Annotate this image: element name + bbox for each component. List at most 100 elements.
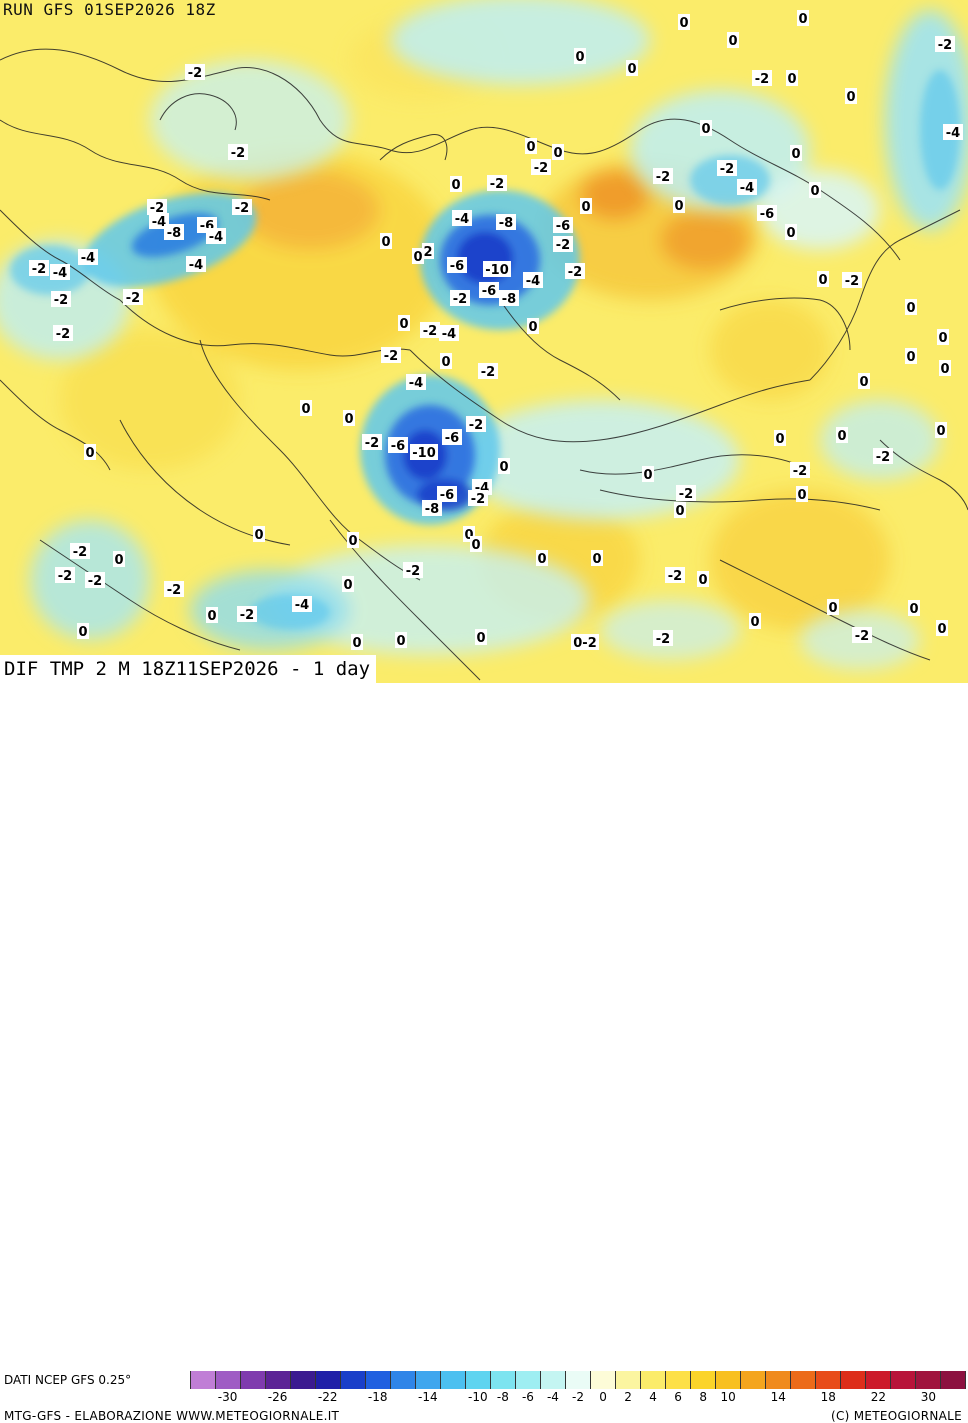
contour-label-bg bbox=[673, 197, 685, 213]
contour-label: -2 bbox=[534, 161, 548, 176]
color-swatch bbox=[716, 1371, 741, 1389]
contour-label-bg bbox=[553, 217, 573, 233]
contour-label: 0 bbox=[728, 34, 737, 49]
contour-label: 0 bbox=[818, 273, 827, 288]
color-swatch bbox=[266, 1371, 291, 1389]
contour-label-bg bbox=[626, 60, 638, 76]
contour-label-bg bbox=[479, 282, 499, 298]
map-title: DIF TMP 2 M 18Z11SEP2026 - 1 day bbox=[0, 655, 377, 683]
color-swatch bbox=[391, 1371, 416, 1389]
contour-label: -4 bbox=[526, 274, 540, 289]
contour-label: -2 bbox=[720, 162, 734, 177]
contour-label-bg bbox=[717, 160, 737, 176]
contour-label: 0 bbox=[528, 320, 537, 335]
contour-label-bg bbox=[362, 434, 382, 450]
contour-label: -2 bbox=[556, 238, 570, 253]
contour-label-bg bbox=[531, 159, 551, 175]
color-swatch bbox=[516, 1371, 541, 1389]
contour-label: -2 bbox=[73, 545, 87, 560]
contour-label: -4 bbox=[81, 251, 95, 266]
contour-label-bg bbox=[478, 363, 498, 379]
color-swatch bbox=[941, 1371, 966, 1389]
contour-label-bg bbox=[147, 199, 167, 215]
contour-label-bg bbox=[406, 374, 426, 390]
contour-label: 0 bbox=[464, 528, 473, 543]
color-swatch bbox=[616, 1371, 641, 1389]
contour-label-bg bbox=[51, 291, 71, 307]
contour-label-bg bbox=[845, 88, 857, 104]
color-scale-tick: 2 bbox=[624, 1390, 632, 1404]
contour-labels: 0 00 -2-200-2 000 -4-2 0 0-20-2-20 -2 -4 0-2 -2 0 0-… bbox=[29, 10, 963, 651]
contour-label-bg bbox=[700, 120, 712, 136]
contour-label-bg bbox=[450, 176, 462, 192]
contour-label-bg bbox=[300, 400, 312, 416]
contour-label-bg bbox=[653, 630, 673, 646]
contour-label: -2 bbox=[568, 265, 582, 280]
contour-label-bg bbox=[574, 48, 586, 64]
color-swatch bbox=[891, 1371, 916, 1389]
contour-label: 0 bbox=[85, 446, 94, 461]
contour-label-bg bbox=[232, 199, 252, 215]
contour-label: -2 bbox=[406, 564, 420, 579]
contour-label: 0 bbox=[553, 146, 562, 161]
contour-label-bg bbox=[727, 32, 739, 48]
contour-label: 0 bbox=[78, 625, 87, 640]
contour-label: -2 bbox=[54, 293, 68, 308]
color-scale-tick: 30 bbox=[920, 1390, 937, 1404]
color-scale-tick: -10 bbox=[468, 1390, 488, 1404]
contour-label-bg bbox=[836, 427, 848, 443]
contour-label-bg bbox=[450, 290, 470, 306]
color-swatch bbox=[816, 1371, 841, 1389]
color-swatch bbox=[916, 1371, 941, 1389]
color-swatch bbox=[341, 1371, 366, 1389]
contour-label: 0 bbox=[810, 184, 819, 199]
color-swatch bbox=[566, 1371, 591, 1389]
contour-label: 0 bbox=[537, 552, 546, 567]
contour-label: 0 bbox=[348, 534, 357, 549]
contour-label-bg bbox=[552, 144, 564, 160]
contour-label-bg bbox=[852, 627, 872, 643]
color-swatch bbox=[691, 1371, 716, 1389]
contour-label: -2 bbox=[58, 569, 72, 584]
contour-label: -2 bbox=[423, 324, 437, 339]
contour-label-bg bbox=[410, 444, 438, 460]
contour-label-bg bbox=[253, 526, 265, 542]
contour-label: 0 bbox=[627, 62, 636, 77]
contour-label: 0 bbox=[798, 12, 807, 27]
run-title: RUN GFS 01SEP2026 18Z bbox=[3, 0, 216, 19]
contour-label-bg bbox=[395, 632, 407, 648]
contour-label: 0 bbox=[846, 90, 855, 105]
contour-label-bg bbox=[565, 263, 585, 279]
contour-label: -2 bbox=[150, 201, 164, 216]
contour-label: -2 bbox=[240, 608, 254, 623]
contour-label: -4 bbox=[455, 212, 469, 227]
contour-label: 0 bbox=[381, 235, 390, 250]
contour-label: 0 bbox=[775, 432, 784, 447]
contour-label: -2 bbox=[481, 365, 495, 380]
footer: DATI NCEP GFS 0.25° -30 -26 -22 -18 -14 -10 -8… bbox=[0, 683, 968, 1423]
color-swatch bbox=[241, 1371, 266, 1389]
contour-label-bg bbox=[936, 620, 948, 636]
contour-label: -2 bbox=[469, 418, 483, 433]
color-swatch bbox=[666, 1371, 691, 1389]
contour-label: 0 bbox=[909, 602, 918, 617]
contour-label-bg bbox=[206, 228, 226, 244]
contour-label-bg bbox=[228, 144, 248, 160]
contour-label-bg bbox=[757, 205, 777, 221]
contour-label-bg bbox=[113, 551, 125, 567]
color-swatch bbox=[541, 1371, 566, 1389]
contour-label-bg bbox=[678, 14, 690, 30]
contour-label: 0 bbox=[352, 636, 361, 651]
contour-label: -2 bbox=[679, 487, 693, 502]
contour-label: -2 bbox=[471, 492, 485, 507]
contour-label-bg bbox=[381, 347, 401, 363]
contour-label-bg bbox=[342, 576, 354, 592]
temperature-anomaly-map: 0 00 -2-200-2 000 -4-2 0 0-20-2-20 -2 -4 0-2 -2 0 0-… bbox=[0, 0, 968, 683]
contour-label-bg bbox=[642, 466, 654, 482]
contour-label: 0 bbox=[787, 72, 796, 87]
contour-label: 0 bbox=[937, 622, 946, 637]
contour-label: 0 bbox=[859, 375, 868, 390]
contour-label-bg bbox=[943, 124, 963, 140]
contour-label-bg bbox=[580, 198, 592, 214]
contour-label-bg bbox=[790, 145, 802, 161]
